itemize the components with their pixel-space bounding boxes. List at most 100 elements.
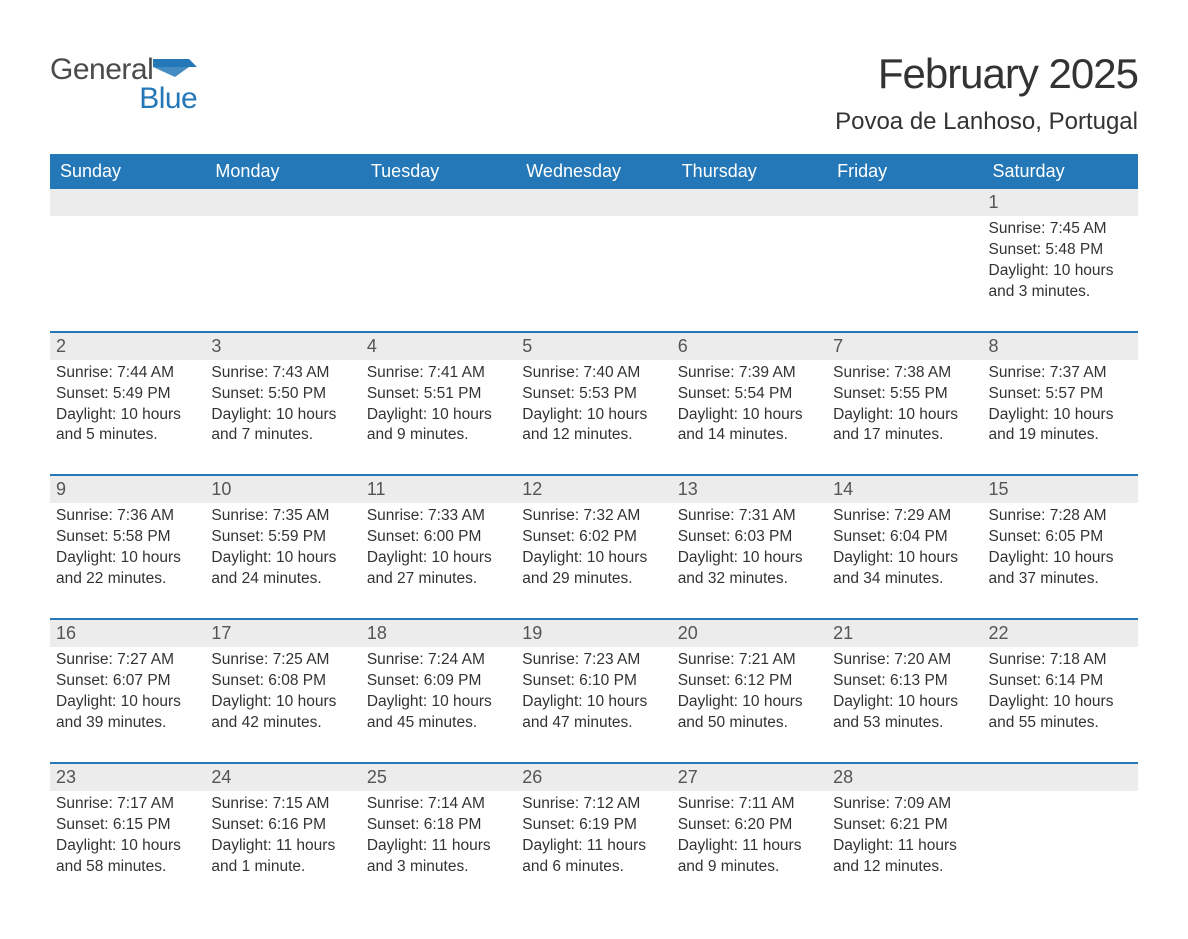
week-row: 16171819202122Sunrise: 7:27 AMSunset: 6:… [50, 618, 1138, 736]
day-number: 21 [827, 620, 982, 647]
sunset-text: Sunset: 5:51 PM [367, 384, 510, 405]
sunset-text: Sunset: 6:21 PM [833, 815, 976, 836]
day-number: 22 [983, 620, 1138, 647]
daylight-text: Daylight: 11 hours and 9 minutes. [678, 836, 821, 878]
day-number [827, 189, 982, 216]
day-number: 2 [50, 333, 205, 360]
sunrise-text: Sunrise: 7:18 AM [989, 650, 1132, 671]
day-detail: Sunrise: 7:24 AMSunset: 6:09 PMDaylight:… [361, 647, 516, 736]
sunrise-text: Sunrise: 7:44 AM [56, 363, 199, 384]
weekday-wednesday: Wednesday [516, 154, 671, 189]
sunset-text: Sunset: 5:54 PM [678, 384, 821, 405]
day-number [361, 189, 516, 216]
sunset-text: Sunset: 6:13 PM [833, 671, 976, 692]
logo: General Blue [50, 50, 197, 113]
day-detail: Sunrise: 7:41 AMSunset: 5:51 PMDaylight:… [361, 360, 516, 449]
day-number: 23 [50, 764, 205, 791]
day-detail [516, 216, 671, 305]
day-detail: Sunrise: 7:18 AMSunset: 6:14 PMDaylight:… [983, 647, 1138, 736]
day-detail [672, 216, 827, 305]
day-number [672, 189, 827, 216]
daylight-text: Daylight: 10 hours and 45 minutes. [367, 692, 510, 734]
day-detail: Sunrise: 7:15 AMSunset: 6:16 PMDaylight:… [205, 791, 360, 880]
sunrise-text: Sunrise: 7:31 AM [678, 506, 821, 527]
sunset-text: Sunset: 6:02 PM [522, 527, 665, 548]
day-detail-strip: Sunrise: 7:45 AMSunset: 5:48 PMDaylight:… [50, 216, 1138, 305]
daylight-text: Daylight: 11 hours and 1 minute. [211, 836, 354, 878]
sunrise-text: Sunrise: 7:37 AM [989, 363, 1132, 384]
day-number: 20 [672, 620, 827, 647]
day-number-strip: 16171819202122 [50, 620, 1138, 647]
day-detail: Sunrise: 7:38 AMSunset: 5:55 PMDaylight:… [827, 360, 982, 449]
sunrise-text: Sunrise: 7:11 AM [678, 794, 821, 815]
sunset-text: Sunset: 5:55 PM [833, 384, 976, 405]
logo-flag-icon [153, 66, 197, 83]
day-number: 24 [205, 764, 360, 791]
day-number [516, 189, 671, 216]
day-number: 27 [672, 764, 827, 791]
sunrise-text: Sunrise: 7:35 AM [211, 506, 354, 527]
sunrise-text: Sunrise: 7:09 AM [833, 794, 976, 815]
sunset-text: Sunset: 6:12 PM [678, 671, 821, 692]
day-detail: Sunrise: 7:31 AMSunset: 6:03 PMDaylight:… [672, 503, 827, 592]
day-detail [827, 216, 982, 305]
calendar: Sunday Monday Tuesday Wednesday Thursday… [50, 154, 1138, 879]
daylight-text: Daylight: 10 hours and 17 minutes. [833, 405, 976, 447]
sunset-text: Sunset: 6:03 PM [678, 527, 821, 548]
day-number [983, 764, 1138, 791]
daylight-text: Daylight: 10 hours and 37 minutes. [989, 548, 1132, 590]
sunset-text: Sunset: 5:58 PM [56, 527, 199, 548]
day-detail: Sunrise: 7:45 AMSunset: 5:48 PMDaylight:… [983, 216, 1138, 305]
day-detail-strip: Sunrise: 7:44 AMSunset: 5:49 PMDaylight:… [50, 360, 1138, 449]
daylight-text: Daylight: 10 hours and 27 minutes. [367, 548, 510, 590]
sunset-text: Sunset: 5:48 PM [989, 240, 1132, 261]
daylight-text: Daylight: 10 hours and 34 minutes. [833, 548, 976, 590]
location-label: Povoa de Lanhoso, Portugal [835, 108, 1138, 136]
day-number [205, 189, 360, 216]
sunset-text: Sunset: 6:19 PM [522, 815, 665, 836]
weekday-header: Sunday Monday Tuesday Wednesday Thursday… [50, 154, 1138, 189]
sunset-text: Sunset: 6:18 PM [367, 815, 510, 836]
daylight-text: Daylight: 10 hours and 47 minutes. [522, 692, 665, 734]
day-number: 14 [827, 476, 982, 503]
sunrise-text: Sunrise: 7:15 AM [211, 794, 354, 815]
day-number-strip: 232425262728 [50, 764, 1138, 791]
sunrise-text: Sunrise: 7:28 AM [989, 506, 1132, 527]
day-detail: Sunrise: 7:21 AMSunset: 6:12 PMDaylight:… [672, 647, 827, 736]
day-number-strip: 2345678 [50, 333, 1138, 360]
day-number: 1 [983, 189, 1138, 216]
daylight-text: Daylight: 10 hours and 29 minutes. [522, 548, 665, 590]
logo-word-general: General [50, 53, 153, 86]
daylight-text: Daylight: 10 hours and 53 minutes. [833, 692, 976, 734]
day-number: 19 [516, 620, 671, 647]
sunrise-text: Sunrise: 7:36 AM [56, 506, 199, 527]
calendar-page: General Blue February 2025 Povoa de Lanh… [0, 0, 1188, 939]
day-number: 16 [50, 620, 205, 647]
day-detail: Sunrise: 7:12 AMSunset: 6:19 PMDaylight:… [516, 791, 671, 880]
weekday-monday: Monday [205, 154, 360, 189]
day-detail: Sunrise: 7:35 AMSunset: 5:59 PMDaylight:… [205, 503, 360, 592]
day-number: 13 [672, 476, 827, 503]
sunrise-text: Sunrise: 7:25 AM [211, 650, 354, 671]
daylight-text: Daylight: 10 hours and 39 minutes. [56, 692, 199, 734]
sunset-text: Sunset: 6:08 PM [211, 671, 354, 692]
day-detail: Sunrise: 7:39 AMSunset: 5:54 PMDaylight:… [672, 360, 827, 449]
week-row: 232425262728Sunrise: 7:17 AMSunset: 6:15… [50, 762, 1138, 880]
sunset-text: Sunset: 6:14 PM [989, 671, 1132, 692]
sunrise-text: Sunrise: 7:40 AM [522, 363, 665, 384]
weeks-container: 1Sunrise: 7:45 AMSunset: 5:48 PMDaylight… [50, 189, 1138, 879]
day-number: 17 [205, 620, 360, 647]
daylight-text: Daylight: 10 hours and 5 minutes. [56, 405, 199, 447]
sunset-text: Sunset: 6:09 PM [367, 671, 510, 692]
day-number: 11 [361, 476, 516, 503]
sunrise-text: Sunrise: 7:33 AM [367, 506, 510, 527]
day-number: 10 [205, 476, 360, 503]
weekday-thursday: Thursday [672, 154, 827, 189]
sunrise-text: Sunrise: 7:45 AM [989, 219, 1132, 240]
day-number: 5 [516, 333, 671, 360]
month-title: February 2025 [835, 50, 1138, 98]
daylight-text: Daylight: 10 hours and 22 minutes. [56, 548, 199, 590]
sunrise-text: Sunrise: 7:12 AM [522, 794, 665, 815]
day-number-strip: 1 [50, 189, 1138, 216]
day-detail: Sunrise: 7:11 AMSunset: 6:20 PMDaylight:… [672, 791, 827, 880]
